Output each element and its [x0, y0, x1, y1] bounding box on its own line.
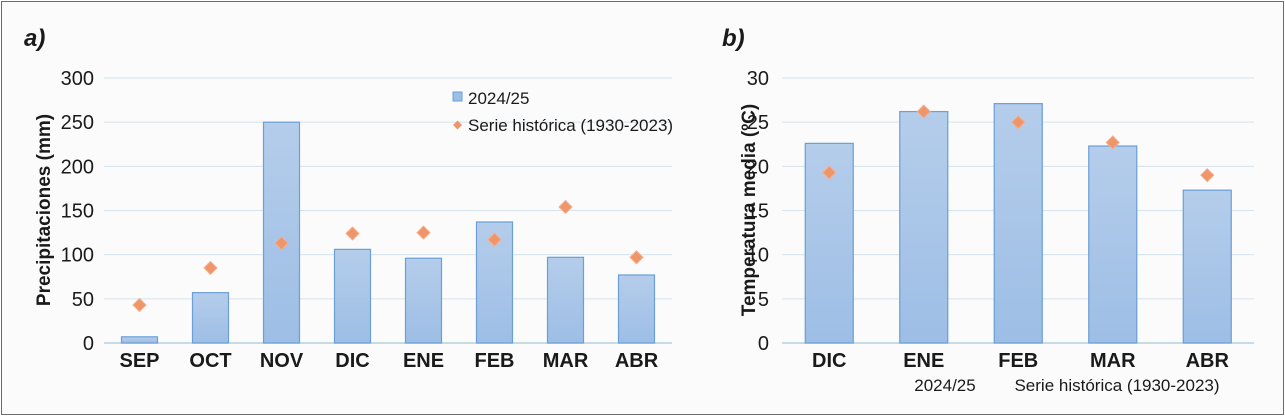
x-tick-label: FEB — [998, 350, 1038, 372]
y-tick-label: 25 — [747, 112, 769, 134]
y-tick-label: 150 — [61, 201, 94, 223]
x-tick-label: ENE — [903, 350, 944, 372]
x-tick-label: ENE — [403, 350, 444, 372]
panel-label: b) — [722, 25, 745, 52]
marker-sep — [132, 297, 147, 313]
marker-mar — [1105, 135, 1120, 150]
y-tick-label: 30 — [747, 68, 769, 90]
x-tick-label: ABR — [615, 350, 659, 372]
y-tick-label: 0 — [758, 333, 769, 355]
y-tick-label: 200 — [61, 156, 94, 178]
x-tick-label: OCT — [189, 350, 231, 372]
marker-abr — [1200, 167, 1215, 183]
bar-mar — [1088, 145, 1138, 344]
legend-swatch-marker — [453, 120, 462, 130]
legend-label-bar: 2024/25 — [914, 376, 975, 395]
chart-panel-b: b) 0 5 10 15 20 25 30 Temperatura media (ºC) DIC E… — [722, 25, 1254, 395]
y-tick-label: 250 — [61, 112, 94, 134]
bar-dic — [333, 248, 372, 344]
marker-abr — [629, 250, 644, 265]
bar-nov — [262, 121, 301, 344]
y-tick-label: 10 — [747, 245, 769, 267]
marker-ene — [916, 104, 931, 119]
legend-label-marker: Serie histórica (1930-2023) — [468, 116, 673, 135]
x-tick-label: MAR — [543, 350, 589, 372]
legend-label-marker: Serie histórica (1930-2023) — [1014, 376, 1219, 395]
y-tick-label: 100 — [61, 245, 94, 267]
y-axis-label: Precipitaciones (mm) — [34, 114, 55, 306]
marker-dic — [345, 226, 360, 241]
chart-panel-a: a) 0 50 100 150 200 250 300 Precipitaciones (mm)… — [24, 25, 673, 372]
panel-label: a) — [24, 25, 45, 52]
marker-nov — [274, 235, 289, 251]
bar-feb — [993, 103, 1043, 344]
bar-abr — [1182, 189, 1232, 344]
x-tick-label: FEB — [475, 350, 515, 372]
x-tick-label: DIC — [812, 350, 846, 372]
x-tick-label: SEP — [119, 350, 159, 372]
marker-feb — [487, 232, 502, 247]
marker-ene — [416, 225, 431, 240]
bar-sep — [120, 336, 159, 344]
legend-label-bar: 2024/25 — [468, 89, 529, 108]
legend-swatch-bar — [452, 91, 463, 102]
x-tick-label: NOV — [260, 350, 304, 372]
bar-ene — [899, 110, 949, 344]
y-tick-label: 50 — [72, 289, 94, 311]
y-tick-label: 0 — [83, 333, 94, 355]
bar-abr — [617, 274, 656, 344]
marker-feb — [1011, 114, 1026, 130]
x-tick-label: MAR — [1090, 350, 1136, 372]
y-tick-label: 5 — [758, 289, 769, 311]
marker-dic — [822, 165, 837, 180]
marker-mar — [558, 199, 573, 215]
bar-mar — [546, 256, 585, 344]
x-tick-label: DIC — [335, 350, 369, 372]
bar-oct — [191, 292, 230, 344]
marker-oct — [203, 260, 218, 276]
y-axis-label: Temperatura media (ºC) — [739, 104, 760, 316]
y-tick-label: 20 — [747, 156, 769, 178]
x-tick-label: ABR — [1186, 350, 1230, 372]
y-tick-label: 300 — [61, 68, 94, 90]
y-tick-label: 15 — [747, 201, 769, 223]
bar-ene — [404, 257, 443, 344]
